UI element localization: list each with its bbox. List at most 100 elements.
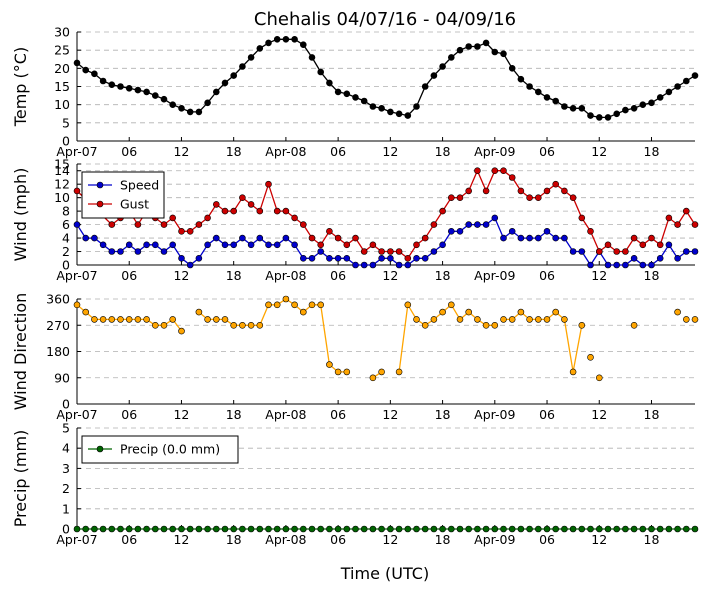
data-point [73,525,81,533]
data-point [691,316,699,323]
data-point [360,525,368,533]
data-point [369,525,377,533]
data-point [517,187,525,195]
data-point [195,525,203,533]
data-point [169,316,176,323]
data-point [482,321,490,329]
y-tick-label: 25 [54,43,70,58]
x-tick-label: 12 [382,268,398,283]
data-point [82,66,89,74]
data-point [561,316,568,323]
data-point [91,316,98,323]
data-point [691,525,699,533]
data-point [517,75,525,83]
data-point [465,308,473,316]
data-point [456,525,464,533]
data-point [648,525,655,533]
data-point [134,525,142,533]
data-point [169,101,176,108]
data-point [526,83,533,90]
data-point [352,261,359,269]
data-point [482,39,490,47]
data-point [395,368,403,376]
data-point [117,525,124,533]
data-point [439,63,446,70]
data-point [508,228,516,235]
legend-label: Gust [120,197,149,212]
data-point [595,525,603,533]
x-tick-label: 06 [330,407,346,422]
data-point [648,234,655,242]
data-point [526,194,533,201]
data-point [552,97,560,105]
data-point [587,261,594,269]
data-point [317,68,325,76]
data-point [178,327,185,335]
data-point [413,241,420,249]
data-point [543,94,551,101]
data-point [169,241,176,249]
data-point [456,46,464,54]
x-tick-label: Apr-09 [474,144,515,159]
data-point [508,316,516,323]
data-point [334,525,342,533]
data-point [413,316,420,323]
data-point [465,221,473,228]
x-tick-label: 12 [173,268,189,283]
x-tick-label: 12 [591,144,607,159]
data-point [465,525,473,533]
data-point [439,241,446,249]
data-point [404,261,412,269]
data-point [91,525,98,533]
x-tick-label: 18 [435,532,451,547]
data-point [326,361,333,368]
legend-box [81,171,165,219]
data-point [221,525,229,533]
data-point [91,70,98,78]
data-point [108,81,116,88]
data-point [299,254,307,262]
data-point [213,88,220,96]
data-point [273,301,281,309]
data-point [178,525,185,533]
data-point [291,241,298,249]
data-point [265,241,272,249]
y-tick-label: 15 [54,79,70,94]
data-point [273,207,281,215]
x-tick-label: 06 [539,532,555,547]
data-point [143,525,150,533]
data-point [474,316,481,323]
data-point [343,368,351,376]
data-point [508,174,516,181]
data-point [99,77,107,85]
data-point [256,234,264,242]
data-point [552,180,560,188]
x-tick-label: 06 [121,144,137,159]
data-point [491,321,499,329]
x-tick-label: 12 [173,144,189,159]
data-point [282,295,290,303]
data-point [439,207,446,215]
x-tick-label: 12 [382,532,398,547]
data-point [561,103,568,110]
data-point [291,525,298,533]
data-point [430,72,438,79]
data-point [160,95,168,103]
x-tick-label: Apr-08 [265,407,306,422]
x-tick-label: Apr-07 [56,144,97,159]
data-point [239,194,246,201]
data-point [474,221,481,228]
data-point [378,254,385,262]
data-point [143,88,150,96]
data-point [674,525,681,533]
data-point [299,221,307,228]
x-tick-label: 12 [173,407,189,422]
y-tick-label: 5 [62,115,70,130]
data-point [230,241,237,249]
data-point [508,65,516,72]
data-point [317,248,325,255]
data-point [526,234,533,242]
data-point [213,525,220,533]
data-point [134,316,142,323]
